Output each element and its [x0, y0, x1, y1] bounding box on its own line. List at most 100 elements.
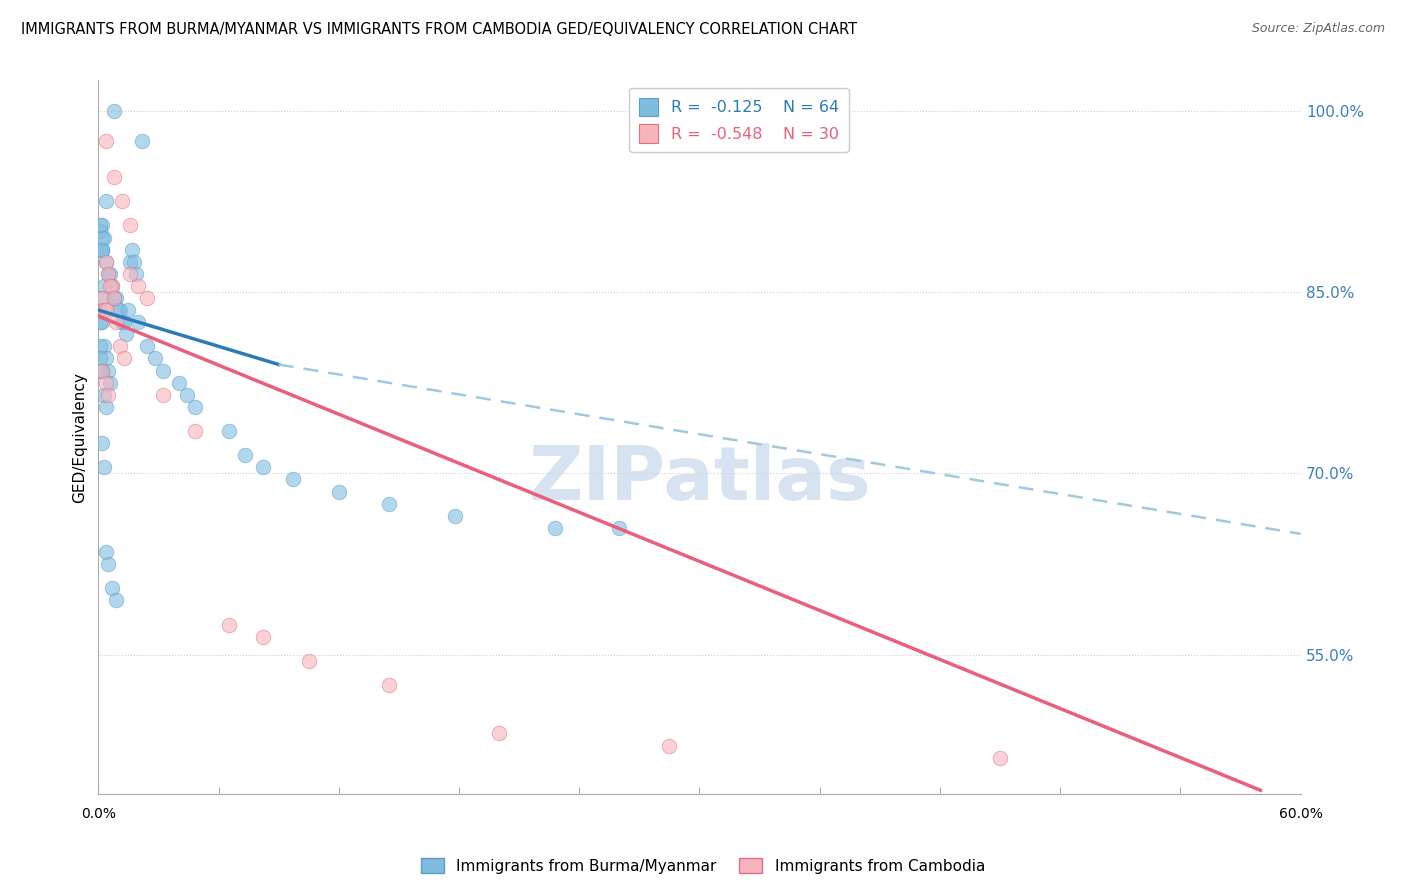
Point — [105, 593, 128, 607]
Point — [111, 315, 134, 329]
Point — [91, 219, 114, 233]
Point — [609, 521, 631, 535]
Point — [101, 279, 124, 293]
Point — [97, 557, 120, 571]
Point — [544, 521, 567, 535]
Point — [111, 194, 134, 209]
Point — [96, 351, 118, 366]
Point — [378, 678, 401, 692]
Text: IMMIGRANTS FROM BURMA/MYANMAR VS IMMIGRANTS FROM CAMBODIA GED/EQUIVALENCY CORREL: IMMIGRANTS FROM BURMA/MYANMAR VS IMMIGRA… — [21, 22, 858, 37]
Point — [96, 376, 118, 390]
Point — [91, 230, 114, 244]
Point — [91, 291, 114, 305]
Point — [89, 219, 111, 233]
Point — [93, 279, 115, 293]
Point — [97, 267, 120, 281]
Legend: Immigrants from Burma/Myanmar, Immigrants from Cambodia: Immigrants from Burma/Myanmar, Immigrant… — [415, 852, 991, 880]
Point — [988, 750, 1011, 764]
Point — [89, 339, 111, 353]
Point — [252, 630, 274, 644]
Point — [96, 254, 118, 268]
Text: Source: ZipAtlas.com: Source: ZipAtlas.com — [1251, 22, 1385, 36]
Point — [152, 363, 174, 377]
Point — [298, 654, 321, 668]
Point — [120, 219, 142, 233]
Point — [91, 363, 114, 377]
Point — [89, 363, 111, 377]
Point — [131, 134, 153, 148]
Point — [128, 279, 150, 293]
Point — [93, 460, 115, 475]
Point — [89, 351, 111, 366]
Point — [124, 254, 146, 268]
Point — [97, 363, 120, 377]
Point — [103, 103, 125, 118]
Point — [103, 291, 125, 305]
Point — [91, 243, 114, 257]
Point — [120, 267, 142, 281]
Point — [91, 243, 114, 257]
Point — [488, 726, 510, 740]
Point — [97, 267, 120, 281]
Point — [183, 424, 205, 438]
Legend: R =  -0.125    N = 64, R =  -0.548    N = 30: R = -0.125 N = 64, R = -0.548 N = 30 — [630, 88, 849, 153]
Point — [281, 472, 304, 486]
Point — [252, 460, 274, 475]
Point — [103, 169, 125, 184]
Point — [233, 448, 256, 462]
Point — [91, 363, 114, 377]
Point — [105, 291, 128, 305]
Point — [96, 254, 118, 268]
Text: 60.0%: 60.0% — [1278, 806, 1323, 821]
Point — [89, 303, 111, 318]
Point — [125, 267, 148, 281]
Point — [444, 508, 467, 523]
Point — [91, 436, 114, 450]
Point — [121, 243, 143, 257]
Point — [218, 424, 240, 438]
Point — [115, 327, 138, 342]
Point — [96, 303, 118, 318]
Point — [103, 291, 125, 305]
Point — [167, 376, 190, 390]
Point — [152, 388, 174, 402]
Point — [105, 315, 128, 329]
Point — [101, 581, 124, 595]
Point — [89, 315, 111, 329]
Point — [120, 254, 142, 268]
Point — [114, 351, 136, 366]
Point — [128, 315, 150, 329]
Point — [97, 388, 120, 402]
Point — [378, 497, 401, 511]
Point — [328, 484, 350, 499]
Text: ZIPatlas: ZIPatlas — [529, 443, 870, 516]
Point — [91, 243, 114, 257]
Point — [135, 339, 157, 353]
Point — [93, 339, 115, 353]
Point — [107, 303, 129, 318]
Point — [93, 388, 115, 402]
Point — [93, 303, 115, 318]
Point — [91, 315, 114, 329]
Point — [218, 617, 240, 632]
Point — [143, 351, 166, 366]
Y-axis label: GED/Equivalency: GED/Equivalency — [72, 372, 87, 502]
Point — [110, 303, 132, 318]
Point — [91, 291, 114, 305]
Point — [135, 291, 157, 305]
Point — [89, 224, 111, 238]
Point — [114, 315, 136, 329]
Point — [176, 388, 198, 402]
Point — [117, 303, 139, 318]
Text: 0.0%: 0.0% — [82, 806, 115, 821]
Point — [96, 134, 118, 148]
Point — [100, 279, 122, 293]
Point — [96, 545, 118, 559]
Point — [658, 739, 681, 753]
Point — [96, 400, 118, 414]
Point — [96, 194, 118, 209]
Point — [110, 339, 132, 353]
Point — [183, 400, 205, 414]
Point — [101, 279, 124, 293]
Point — [93, 230, 115, 244]
